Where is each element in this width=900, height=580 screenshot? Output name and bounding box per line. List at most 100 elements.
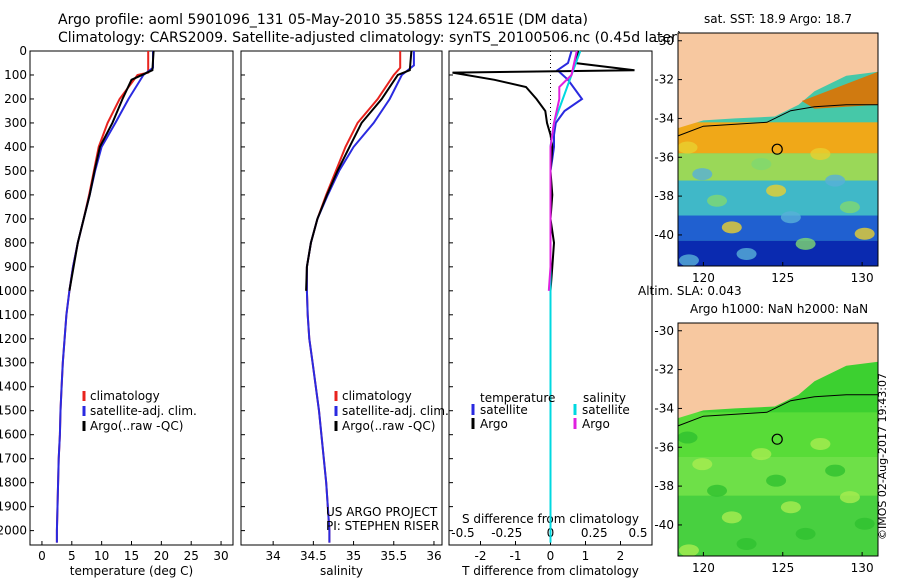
top-tick-label: 0.25 [581, 526, 608, 540]
legend-label: satellite-adj. clim. [90, 404, 197, 418]
map-land [678, 33, 878, 129]
map-y-tick-label: -32 [654, 73, 674, 87]
series-line-salinity-argo [547, 50, 578, 291]
map-y-tick-label: -36 [654, 150, 674, 164]
y-tick-label: 1000 [0, 284, 27, 298]
map-field-band [678, 122, 878, 154]
map-field-blob [678, 544, 699, 557]
y-tick-label: 1400 [0, 380, 27, 394]
x-tick-label: 25 [184, 549, 199, 563]
map-x-tick-label: 130 [851, 561, 874, 575]
y-tick-label: 0 [19, 44, 27, 58]
y-tick-label: 1800 [0, 476, 27, 490]
map-field-blob [766, 474, 787, 487]
map-y-tick-label: -34 [654, 401, 674, 415]
top-tick-label: -0.5 [451, 526, 474, 540]
y-tick-label: 1900 [0, 500, 27, 514]
map-title: sat. SST: 18.9 Argo: 18.7 [704, 12, 852, 26]
map-shelf-warm [801, 71, 878, 109]
map-y-tick-label: -38 [654, 189, 674, 203]
legend-label: Argo [582, 417, 610, 431]
map-field-blob [751, 158, 772, 171]
y-tick-label: 700 [4, 212, 27, 226]
y-tick-label: 500 [4, 164, 27, 178]
map-y-tick-label: -32 [654, 363, 674, 377]
map-field-blob [780, 211, 801, 224]
map-field-blob [854, 517, 875, 530]
y-tick-label: 300 [4, 116, 27, 130]
x-tick-label: 36 [426, 549, 441, 563]
map-field-blob [854, 227, 875, 240]
map-x-tick-label: 125 [771, 561, 794, 575]
series-line-argo-raw-qc- [68, 50, 155, 291]
y-tick-label: 2000 [0, 524, 27, 538]
legend-label: climatology [342, 389, 412, 403]
map-title-line: Altim. SLA: 0.043 [638, 284, 742, 298]
map-field-blob [795, 237, 816, 250]
legend-label: satellite [582, 403, 630, 417]
map-field-blob [780, 501, 801, 514]
y-tick-label: 1500 [0, 404, 27, 418]
x-tick-label: 35.5 [380, 549, 407, 563]
x-tick-label: 15 [124, 549, 139, 563]
map-field-blob [839, 201, 860, 214]
plot-frame [240, 50, 443, 546]
legend-label: satellite [480, 403, 528, 417]
y-tick-label: 1300 [0, 356, 27, 370]
legend-group-title: temperature [480, 391, 555, 405]
map-x-tick-label: 120 [692, 271, 715, 285]
x-tick-label: 34 [266, 549, 281, 563]
x-tick-label: 2 [617, 549, 625, 563]
legend-label: Argo(..raw -QC) [342, 419, 435, 433]
y-tick-label: 1200 [0, 332, 27, 346]
map-field-blob [707, 484, 728, 497]
series-line-argo-raw-qc- [305, 50, 413, 291]
map-field-blob [751, 448, 772, 461]
credit-text: ©IMOS 02-Aug-2017 19:43:07 [876, 373, 889, 540]
y-tick-label: 600 [4, 188, 27, 202]
plot-frame [29, 50, 234, 546]
y-tick-label: 1700 [0, 452, 27, 466]
map-field-blob [692, 168, 713, 181]
x-tick-label: -2 [475, 549, 487, 563]
y-tick-label: 1600 [0, 428, 27, 442]
series-line-temperature-argo [452, 50, 635, 291]
map-y-tick-label: -40 [654, 228, 674, 242]
x-tick-label: 20 [154, 549, 169, 563]
map-field-band [678, 215, 878, 241]
legend-label: Argo [480, 417, 508, 431]
map-depth-contour [677, 104, 878, 137]
map-subtitle: Argo h1000: NaN h2000: NaN [690, 302, 868, 316]
map-field-blob [707, 194, 728, 207]
map-y-tick-label: -36 [654, 440, 674, 454]
map-field-blob [721, 511, 742, 524]
map-field-blob [810, 147, 831, 160]
y-tick-label: 400 [4, 140, 27, 154]
map-field-blob [825, 464, 846, 477]
map-frame [677, 322, 879, 557]
annotation-text: US ARGO PROJECT [326, 505, 438, 519]
x-tick-label: 30 [213, 549, 228, 563]
map-field-blob [736, 247, 757, 260]
map-field-blob [721, 221, 742, 234]
x-tick-label: 0 [38, 549, 46, 563]
figure-title-line1: Argo profile: aoml 5901096_131 05-May-20… [58, 12, 588, 28]
x-tick-label: 34.5 [300, 549, 327, 563]
legend-label: Argo(..raw -QC) [90, 419, 183, 433]
map-field-blob [677, 431, 698, 444]
x-axis-label: T difference from climatology [461, 564, 639, 578]
map-field-blob [692, 458, 713, 471]
map-field-blob [810, 437, 831, 450]
map-y-tick-label: -30 [654, 324, 674, 338]
y-tick-label: 1100 [0, 308, 27, 322]
map-depth-contour [677, 394, 878, 427]
y-tick-label: 100 [4, 68, 27, 82]
x-tick-label: 0 [547, 549, 555, 563]
map-x-tick-label: 120 [692, 561, 715, 575]
legend-label: satellite-adj. clim. [342, 404, 449, 418]
y-tick-label: 900 [4, 260, 27, 274]
argo-position-marker [771, 143, 783, 155]
x-axis-label: temperature (deg C) [70, 564, 193, 578]
map-y-tick-label: -30 [654, 34, 674, 48]
legend-group-title: salinity [583, 391, 626, 405]
